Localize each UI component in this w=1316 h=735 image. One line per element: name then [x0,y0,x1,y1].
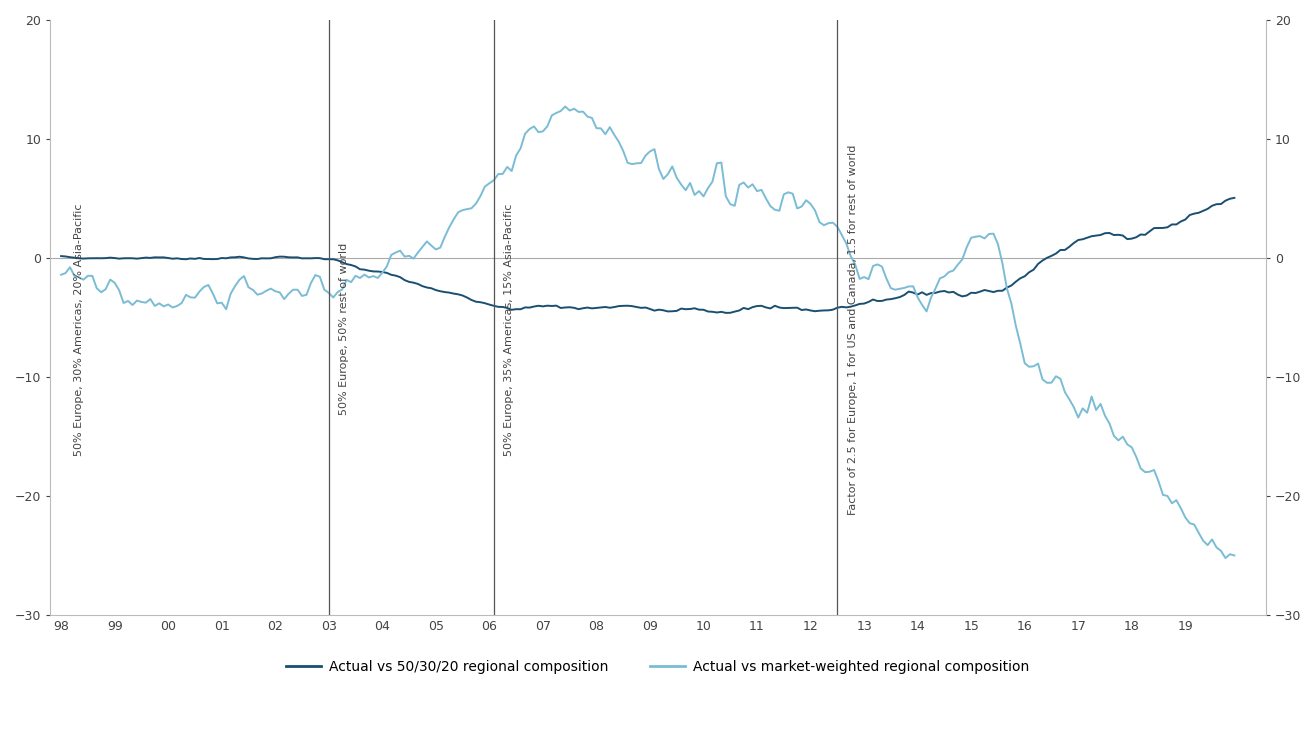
Legend: Actual vs 50/30/20 regional composition, Actual vs market-weighted regional comp: Actual vs 50/30/20 regional composition,… [280,654,1036,679]
Text: 50% Europe, 50% rest of world: 50% Europe, 50% rest of world [340,243,350,415]
Text: Factor of 2.5 for Europe, 1 for US and Canada, 1.5 for rest of world: Factor of 2.5 for Europe, 1 for US and C… [848,144,858,514]
Text: 50% Europe, 35% Americas, 15% Asia-Pacific: 50% Europe, 35% Americas, 15% Asia-Pacif… [504,203,515,456]
Text: 50% Europe, 30% Americas, 20% Asia-Pacific: 50% Europe, 30% Americas, 20% Asia-Pacif… [75,203,84,456]
